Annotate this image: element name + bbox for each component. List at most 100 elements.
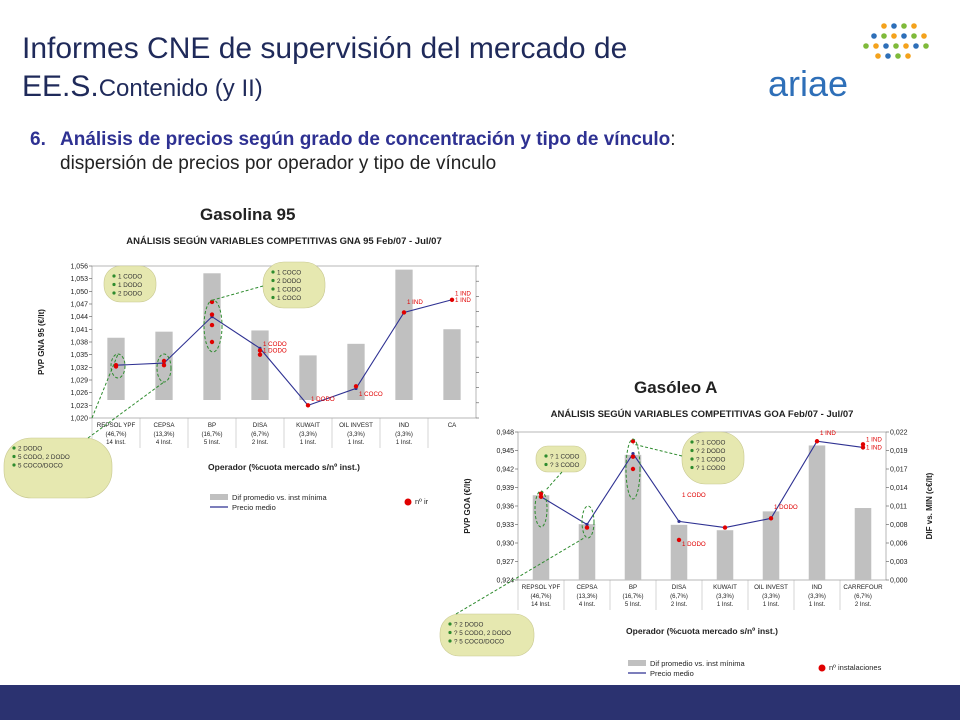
series-line-precio-medio	[115, 299, 453, 406]
line-point-2	[631, 451, 635, 456]
legend-swatch-bar	[210, 494, 228, 500]
category-label: OIL INVEST	[754, 584, 788, 591]
bubble-text: 5 CODO, 2 DODO	[18, 454, 70, 461]
point-label: 1 IND	[820, 430, 836, 437]
category-share: (6,7%)	[251, 432, 269, 438]
bubble-bullet-dot	[271, 295, 275, 300]
y2-tick-label: 0,017	[890, 467, 908, 474]
highlight-ellipse-2	[156, 353, 172, 383]
category-label: CA	[448, 422, 457, 429]
y-tick-label: 0,924	[496, 578, 514, 585]
bar-dif-2	[203, 273, 221, 400]
y2-tick-label: 0,022	[890, 430, 908, 437]
category-share: (46,7%)	[530, 594, 551, 600]
y2-tick-label: 0,003	[890, 559, 908, 566]
series-line-precio-medio	[540, 440, 864, 529]
category-share: (13,3%)	[153, 432, 174, 438]
y-tick-label: 0,933	[496, 522, 514, 529]
y-tick-label: 1,035	[70, 352, 88, 359]
category-inst: 5 Inst.	[625, 602, 642, 608]
logo-dot	[903, 43, 909, 49]
legend-label-bar: Dif promedio vs. inst mínima	[232, 493, 327, 502]
bubble-bullet-dot	[112, 282, 116, 287]
category-label: CEPSA	[577, 584, 599, 591]
category-share: (13,3%)	[576, 594, 597, 600]
category-label: IND	[399, 422, 410, 429]
category-inst: 1 Inst.	[348, 440, 365, 446]
logo-dot	[881, 33, 887, 39]
installation-dot	[538, 491, 544, 496]
installation-dot	[449, 297, 455, 302]
logo-dot	[901, 23, 907, 29]
category-share: (3,3%)	[716, 594, 734, 600]
logo-dot	[891, 23, 897, 29]
y2-tick-label: 0,014	[890, 485, 908, 492]
slide-title-main: Informes CNE de supervisión del mercado …	[22, 32, 628, 103]
y2-axis-label: DIF vs. MIN (c€/lt)	[925, 472, 934, 539]
installation-dot	[209, 339, 215, 345]
bubble-text: ? 2 DODO	[454, 622, 483, 629]
bubble-bullet-dot	[690, 465, 694, 470]
logo-dot	[891, 33, 897, 39]
category-share: (3,3%)	[808, 594, 826, 600]
bubble-bullet-dot	[448, 630, 452, 635]
y-axis-label: PVP GOA (€/lt)	[463, 478, 472, 533]
y-tick-label: 1,032	[70, 365, 88, 372]
installation-dot	[722, 525, 728, 530]
bubble-text: 1 COCO	[277, 270, 301, 277]
category-share: (6,7%)	[854, 594, 872, 600]
bubble-text: 1 CODO	[277, 287, 301, 294]
bubble-callout-2	[3, 437, 113, 499]
category-inst: 2 Inst.	[671, 602, 688, 608]
bubble-text: ? 1 CODO	[550, 454, 579, 461]
y-tick-label: 1,023	[70, 403, 88, 410]
category-inst: 1 Inst.	[396, 440, 413, 446]
point-label: 1 CODO	[682, 492, 706, 499]
category-inst: 5 Inst.	[204, 440, 221, 446]
installation-dot	[538, 494, 544, 499]
callout-arrow-1	[632, 443, 683, 457]
bubble-bullet-dot	[690, 440, 694, 444]
installation-dot	[257, 348, 263, 353]
slide-title: Informes CNE de supervisión del mercado …	[22, 30, 782, 108]
bubble-text: ? 3 CODO	[550, 462, 579, 469]
label-gasolina: Gasolina 95	[200, 205, 296, 224]
y-tick-label: 0,945	[496, 448, 514, 455]
installation-dot	[113, 364, 119, 369]
installation-dot	[161, 363, 167, 368]
installation-dot	[630, 466, 636, 472]
installation-dot	[161, 358, 167, 364]
bubble-bullet-dot	[12, 446, 16, 450]
logo-dot	[863, 43, 869, 49]
bullet-colon: :	[670, 129, 676, 150]
category-label: REPSOL YPF	[97, 422, 136, 429]
highlight-ellipse-1	[625, 438, 641, 500]
category-share: (6,7%)	[670, 594, 688, 600]
bullet-number: 6.	[30, 129, 46, 150]
category-inst: 1 Inst.	[717, 602, 734, 608]
category-label: DISA	[253, 422, 268, 429]
line-point-1	[585, 522, 589, 527]
installation-dot	[584, 525, 590, 530]
callout-arrow-2	[87, 381, 165, 439]
category-share: (3,3%)	[347, 432, 365, 438]
bar-dif-6	[808, 445, 826, 580]
point-label: 1 DODO	[311, 396, 335, 403]
highlight-ellipse-0	[534, 490, 548, 528]
point-label: 1 IND	[866, 436, 882, 443]
y-tick-label: 0,942	[496, 467, 514, 474]
legend-label-dot: nº instalaciones	[829, 663, 882, 672]
bubble-text: ? 1 CODO	[696, 440, 725, 447]
category-inst: 14 Inst.	[531, 602, 551, 608]
label-gasoleo: Gasóleo A	[634, 378, 718, 397]
point-label: 1 DODO	[774, 504, 798, 511]
category-label: CARREFOUR	[843, 584, 883, 591]
bubble-bullet-dot	[544, 462, 548, 467]
y-tick-label: 1,050	[70, 289, 88, 296]
y2-tick-label: 0,006	[890, 541, 908, 548]
y-tick-label: 1,020	[70, 416, 88, 423]
installation-dot	[305, 403, 311, 408]
callout-arrow-0	[545, 471, 563, 491]
bubble-callout-2	[439, 613, 535, 657]
logo-dots-icon	[863, 23, 929, 59]
